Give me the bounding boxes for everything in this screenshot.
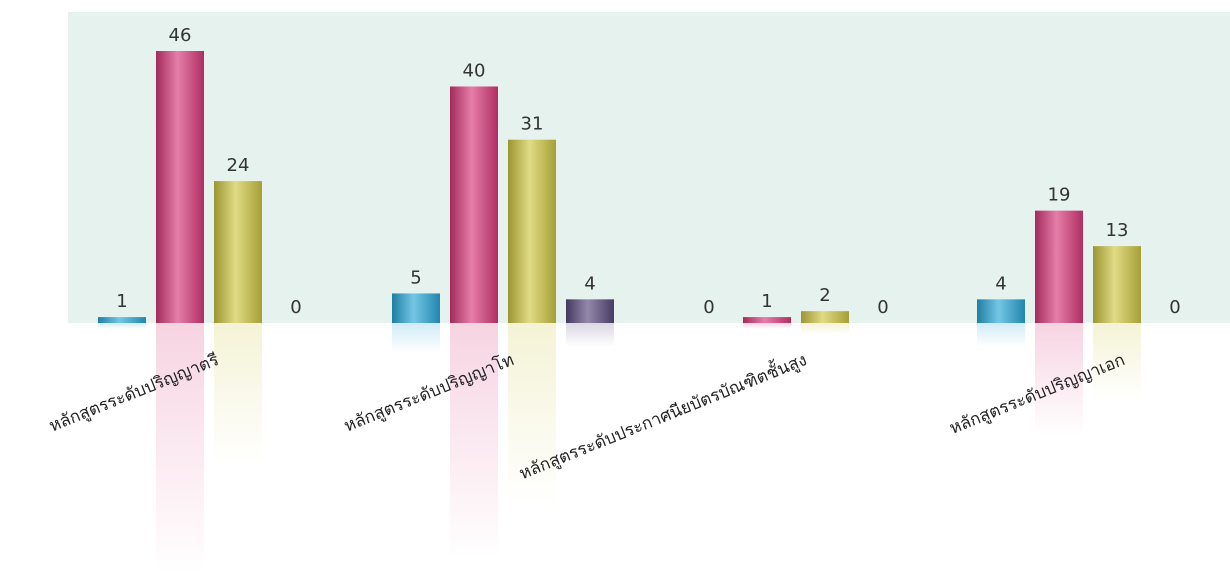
bar-reflections <box>98 323 1141 573</box>
bar-reflection <box>508 323 556 507</box>
value-label: 19 <box>1048 185 1071 206</box>
category-label: หลักสูตรระดับประกาศนียบัตรบัณฑิตชั้นสูง <box>515 347 810 484</box>
bar <box>392 293 440 323</box>
value-label: 46 <box>169 25 192 46</box>
bar-reflection <box>1035 323 1083 436</box>
bar-reflection <box>450 323 498 560</box>
value-label: 40 <box>463 60 486 81</box>
value-label: 1 <box>761 291 772 312</box>
value-label: 2 <box>819 285 830 306</box>
bar-reflection <box>156 323 204 573</box>
bar <box>566 299 614 323</box>
bar-reflection <box>392 323 440 353</box>
category-labels: หลักสูตรระดับปริญญาตรี หลักสูตรระดับปริญญ… <box>46 347 1127 484</box>
bars <box>98 51 1141 323</box>
value-label: 13 <box>1106 220 1129 241</box>
value-label: 31 <box>521 114 544 135</box>
bar <box>1093 246 1141 323</box>
bar-reflection <box>98 323 146 329</box>
bar <box>508 139 556 323</box>
bar-reflection <box>1093 323 1141 400</box>
value-label: 4 <box>584 273 595 294</box>
value-label: 1 <box>116 291 127 312</box>
bar <box>977 299 1025 323</box>
value-label: 0 <box>290 297 301 318</box>
bar <box>743 317 791 323</box>
bar <box>98 317 146 323</box>
value-label: 0 <box>1169 297 1180 318</box>
bar-reflection <box>801 323 849 335</box>
bar-reflection <box>214 323 262 465</box>
value-label: 24 <box>227 155 250 176</box>
bar <box>214 181 262 323</box>
value-label: 4 <box>995 273 1006 294</box>
bar <box>1035 210 1083 323</box>
bar <box>801 311 849 323</box>
bar <box>156 51 204 323</box>
value-label: 0 <box>703 297 714 318</box>
bar-reflection <box>566 323 614 347</box>
value-label: 5 <box>410 267 421 288</box>
bar-reflection <box>977 323 1025 347</box>
bar <box>450 86 498 323</box>
value-label: 0 <box>877 297 888 318</box>
bar-reflection <box>743 323 791 329</box>
